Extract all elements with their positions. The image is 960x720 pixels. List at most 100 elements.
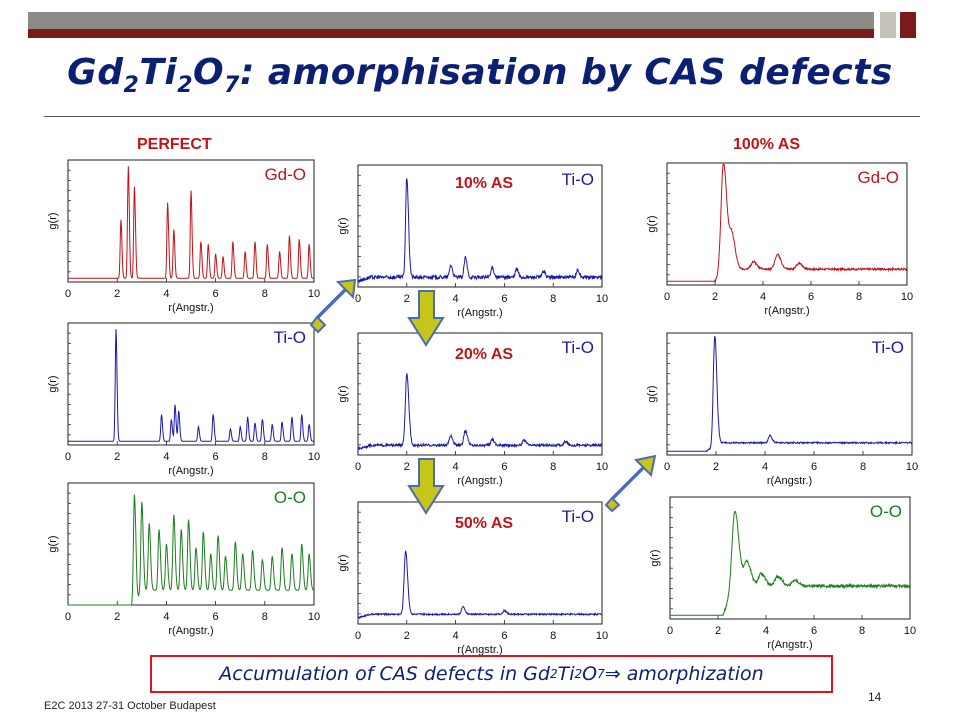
arrow-50as-to-100as [604,454,657,513]
chart-100as-tio: 0 2 4 6 8 10 r(Angstr.) g(r) Ti-O [646,332,918,487]
x-tick-label: 0 [65,288,71,300]
x-tick-label: 8 [859,625,865,637]
label-50-as: 50% AS [455,515,514,532]
chart-20as-tio: 0 2 4 6 8 10 r(Angstr.) g(r) Ti-O [337,332,608,487]
series-line [357,373,603,451]
x-tick-label: 8 [856,291,862,303]
y-axis-label: g(r) [649,549,661,566]
x-tick-label: 6 [213,451,219,463]
x-tick-label: 0 [355,630,361,642]
x-tick-label: 10 [308,611,320,623]
x-axis-label: r(Angstr.) [457,644,502,656]
x-tick-label: 10 [596,293,608,305]
plot-frame [669,496,911,620]
x-tick-label: 6 [501,461,507,473]
x-tick-label: 10 [906,461,918,473]
x-tick-label: 8 [860,461,866,473]
x-tick-label: 2 [713,461,719,473]
arrow-10as-to-20as [407,290,445,347]
top-bar-maroon [28,29,874,38]
x-tick-label: 4 [163,288,169,300]
y-axis-label: g(r) [47,212,59,229]
x-tick-label: 6 [501,630,507,642]
series-line [357,550,603,620]
series-label: O-O [274,488,306,507]
x-tick-label: 0 [65,611,71,623]
x-axis-label: r(Angstr.) [168,625,213,637]
series-label: Ti-O [562,338,594,357]
x-tick-label: 4 [760,291,766,303]
series-label: O-O [870,502,902,521]
chart-perfect-oo: 0 2 4 6 8 10 r(Angstr.) g(r) O-O [47,482,320,637]
series-line [357,178,603,284]
x-tick-label: 0 [355,293,361,305]
footer-text: E2C 2013 27-31 October Budapest [44,700,216,712]
conclusion-caption: Accumulation of CAS defects in Gd 2 Ti 2 O 7 … [150,655,833,693]
x-tick-label: 2 [114,611,120,623]
x-tick-label: 8 [262,288,268,300]
x-tick-label: 8 [550,293,556,305]
arrow-20as-to-50as [407,458,445,515]
x-tick-label: 2 [114,451,120,463]
x-axis-label: r(Angstr.) [168,302,213,314]
plot-frame [67,322,315,446]
x-tick-label: 4 [762,461,768,473]
x-tick-label: 2 [404,630,410,642]
x-tick-label: 0 [667,625,673,637]
top-decorative-bar [28,12,916,38]
chart-10as-tio: 0 2 4 6 8 10 r(Angstr.) g(r) Ti-O [337,164,608,319]
x-tick-label: 4 [453,461,459,473]
x-tick-label: 0 [664,461,670,473]
chart-100as-oo: 0 2 4 6 8 10 r(Angstr.) g(r) O-O [649,496,916,651]
series-label: Gd-O [264,165,306,184]
x-tick-label: 2 [712,291,718,303]
x-tick-label: 10 [308,288,320,300]
x-tick-label: 8 [550,461,556,473]
series-line [68,329,314,442]
top-bar-dark-block [900,12,916,38]
series-line [670,510,911,616]
y-axis-label: g(r) [337,217,349,234]
x-tick-label: 2 [114,288,120,300]
x-tick-label: 10 [308,451,320,463]
x-tick-label: 6 [808,291,814,303]
plot-frame [666,332,913,456]
series-line [68,166,314,279]
x-axis-label: r(Angstr.) [168,465,213,477]
series-label: Ti-O [274,328,306,347]
x-axis-label: r(Angstr.) [764,305,809,317]
x-tick-label: 0 [65,451,71,463]
x-tick-label: 0 [355,461,361,473]
x-tick-label: 10 [596,630,608,642]
x-tick-label: 4 [453,293,459,305]
plot-frame [357,164,603,288]
label-100-as: 100% AS [733,136,800,153]
x-tick-label: 4 [453,630,459,642]
y-axis-label: g(r) [47,535,59,552]
x-tick-label: 10 [904,625,916,637]
series-label: Gd-O [857,168,899,187]
x-tick-label: 8 [262,451,268,463]
y-axis-label: g(r) [646,215,658,232]
series-line [667,163,908,284]
plot-frame [666,162,908,286]
x-axis-label: r(Angstr.) [457,307,502,319]
x-axis-label: r(Angstr.) [767,639,812,651]
plot-frame [67,482,315,606]
x-tick-label: 10 [901,291,913,303]
x-tick-label: 6 [501,293,507,305]
series-line [667,335,913,453]
x-tick-label: 4 [763,625,769,637]
x-tick-label: 6 [811,461,817,473]
x-axis-label: r(Angstr.) [767,475,812,487]
y-axis-label: g(r) [646,385,658,402]
plot-frame [357,501,603,625]
x-tick-label: 0 [664,291,670,303]
label-20-as: 20% AS [455,346,514,363]
label-10-as: 10% AS [455,175,514,192]
x-tick-label: 8 [550,630,556,642]
top-bar-light-block [880,12,896,38]
x-tick-label: 6 [213,611,219,623]
series-label: Ti-O [562,170,594,189]
